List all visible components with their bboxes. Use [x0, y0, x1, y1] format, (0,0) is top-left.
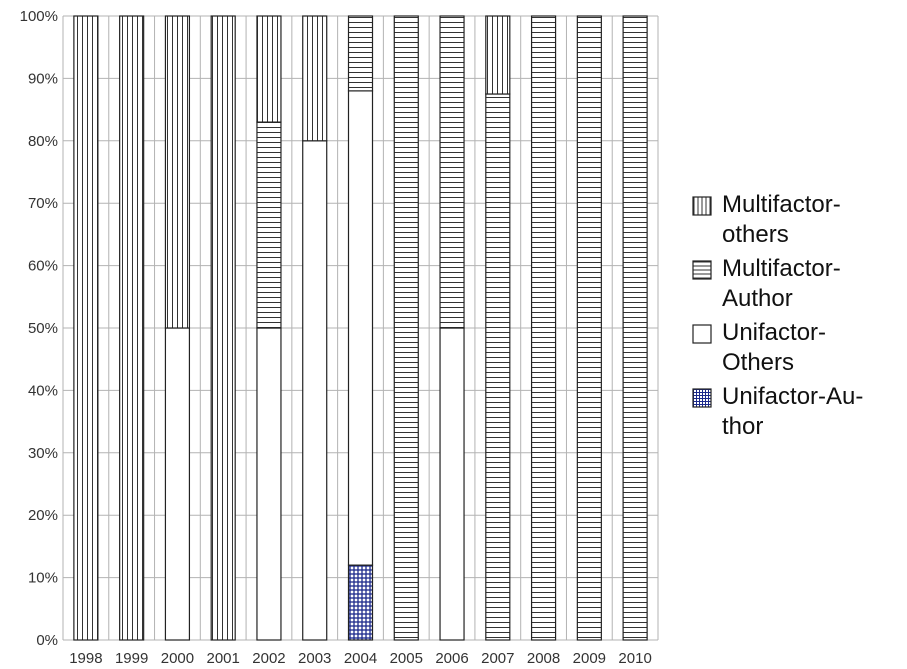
legend-label-line: thor [722, 413, 764, 440]
y-tick-label: 20% [28, 507, 58, 524]
y-tick-label: 100% [20, 8, 58, 25]
bar-segment-multifactor-author [576, 15, 602, 641]
y-tick-label: 30% [28, 445, 58, 462]
y-tick-label: 60% [28, 258, 58, 275]
bar-segment-multifactor-others [119, 15, 145, 641]
y-tick-label: 90% [28, 70, 58, 87]
legend-item: Multifactor-others [692, 190, 902, 250]
bar-segment-multifactor-author [530, 15, 557, 641]
axes: 0% 10% 20% 30% 40% 50% 60% 70% 80% 90% 100% 1998 199… [20, 8, 652, 667]
y-tick-label: 0% [36, 632, 58, 649]
bar-segment-unifactor-others [347, 90, 374, 566]
bar-segment-multifactor-others [73, 15, 99, 641]
bar-segment-multifactor-author [485, 93, 511, 641]
x-tick-label: 2000 [161, 650, 194, 667]
bar-segment-unifactor-others [439, 327, 465, 641]
bar-segment-multifactor-author [256, 121, 282, 329]
legend-swatch [692, 196, 712, 216]
legend-label: Multifactor- Author [722, 254, 892, 314]
bar-segment-multifactor-others [302, 15, 328, 142]
bar-segment-multifactor-others [210, 15, 236, 641]
x-tick-label: 2010 [618, 650, 651, 667]
x-tick-label: 2009 [573, 650, 606, 667]
legend-label: Unifactor-Au-thor [722, 382, 892, 442]
x-tick-label: 2006 [435, 650, 468, 667]
x-tick-label: 2007 [481, 650, 514, 667]
legend-label-line: Unifactor- [722, 319, 827, 346]
bar-segment-multifactor-others [256, 15, 282, 123]
bar-segment-multifactor-others [485, 15, 511, 95]
y-tick-label: 10% [28, 570, 58, 587]
x-tick-label: 2001 [207, 650, 240, 667]
legend-item: Unifactor-Au-thor [692, 382, 902, 442]
grid-lines [62, 15, 659, 641]
legend-label-line: Others [722, 349, 795, 376]
legend-label: Multifactor-others [722, 190, 892, 250]
x-tick-label: 2004 [344, 650, 377, 667]
legend-label-line: Multifactor- [722, 191, 841, 218]
x-tick-label: 2003 [298, 650, 331, 667]
y-tick-label: 50% [28, 320, 58, 337]
legend-item: Multifactor- Author [692, 254, 902, 314]
x-tick-label: 2005 [390, 650, 423, 667]
bars [73, 15, 648, 641]
bar-segment-unifactor-author [347, 564, 374, 641]
bar-segment-unifactor-others [256, 327, 282, 641]
y-tick-label: 70% [28, 195, 58, 212]
legend-swatch [692, 388, 712, 408]
x-tick-label: 2002 [252, 650, 285, 667]
x-tick-label: 2008 [527, 650, 560, 667]
legend: Multifactor-others Multifactor- Author Unif… [692, 190, 902, 446]
bar-segment-unifactor-others [302, 140, 328, 641]
legend-item: Unifactor- Others [692, 318, 902, 378]
bar-segment-multifactor-author [622, 15, 648, 641]
bar-segment-unifactor-others [164, 327, 191, 641]
legend-label: Unifactor- Others [722, 318, 892, 378]
legend-label-line: Multifactor- [722, 255, 841, 282]
legend-swatch [692, 324, 712, 344]
legend-label-line: Unifactor-Au- [722, 383, 864, 410]
legend-label-line: others [722, 221, 789, 248]
x-tick-label: 1998 [69, 650, 102, 667]
x-tick-label: 1999 [115, 650, 148, 667]
bar-segment-multifactor-author [393, 15, 419, 641]
legend-swatch [692, 260, 712, 280]
y-tick-label: 80% [28, 133, 58, 150]
legend-label-line: Author [722, 285, 793, 312]
bar-segment-multifactor-others [164, 15, 191, 329]
bar-segment-multifactor-author [347, 15, 374, 92]
bar-segment-multifactor-author [439, 15, 465, 329]
y-tick-label: 40% [28, 382, 58, 399]
